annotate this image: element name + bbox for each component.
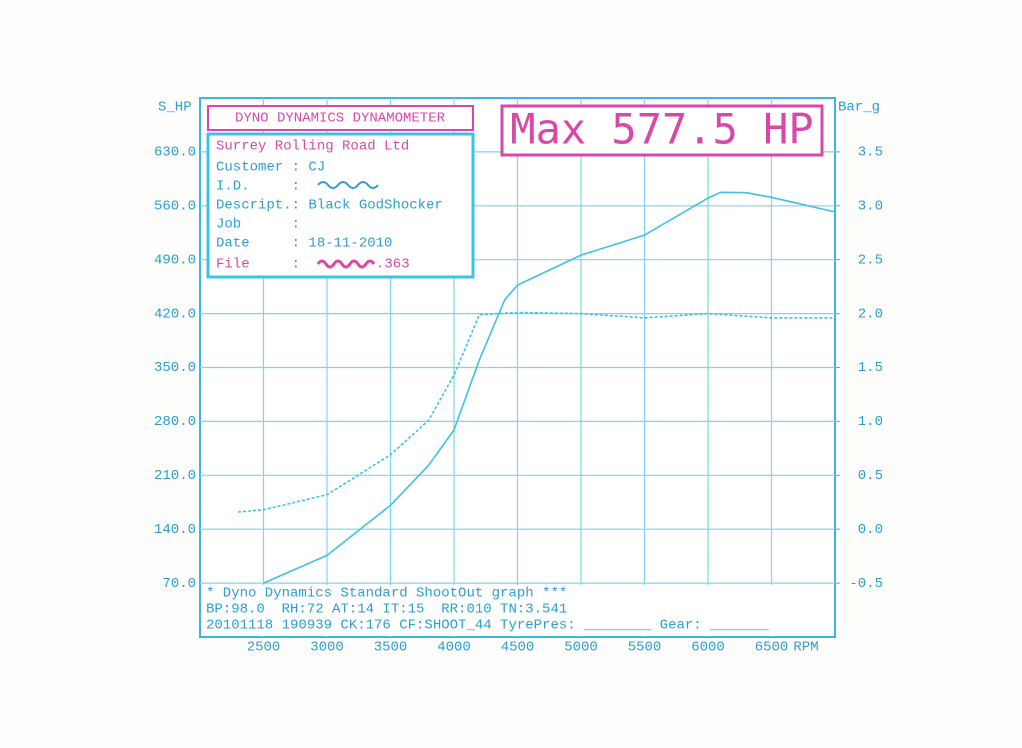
file-label: File :	[216, 257, 300, 273]
y-axis-title: S_HP	[158, 100, 192, 116]
x-tick-label: 2500	[247, 640, 281, 656]
header: DYNO DYNAMICS DYNAMOMETER	[235, 111, 446, 127]
info-row: Job :	[216, 217, 300, 233]
info-row: Customer : CJ	[216, 160, 325, 176]
y2-tick-label: -0.5	[849, 576, 883, 592]
info-rows: Customer : CJ I.D. : Descript.: Black GodS…	[216, 160, 443, 252]
info-row: Descript.: Black GodShocker	[216, 198, 443, 214]
y2-axis-title: Bar_g	[838, 100, 880, 116]
max-box	[500, 104, 824, 157]
y2-tick-label: 3.0	[858, 199, 883, 215]
y-tick-label: 630.0	[154, 145, 196, 161]
footer-line: BP:98.0 RH:72 AT:14 IT:15 RR:010 TN:3.54…	[206, 602, 567, 618]
y2-tick-label: 2.5	[858, 252, 883, 268]
footer-line: * Dyno Dynamics Standard ShootOut graph …	[206, 586, 567, 602]
redacted-file	[316, 259, 376, 269]
y2-tick-label: 0.0	[858, 522, 883, 538]
y2-tick-label: 2.0	[858, 306, 883, 322]
x-tick-label: 4000	[437, 640, 471, 656]
series-line	[263, 191, 836, 584]
y2-tick-label: 1.0	[858, 414, 883, 430]
footer-box	[201, 585, 834, 636]
x-tick-label: 3000	[310, 640, 344, 656]
x-tick-label: 6500	[755, 640, 789, 656]
y-tick-label: 280.0	[154, 414, 196, 430]
redacted-id	[317, 181, 379, 189]
info-box	[206, 132, 475, 279]
max-power: Max 577.5 HP	[510, 105, 813, 154]
y2-tick-label: 0.5	[858, 468, 883, 484]
info-row: I.D. :	[216, 179, 300, 195]
x-axis-title: RPM	[793, 640, 818, 656]
axis-labels: S_HP Bar_g RPM 2500 3000 3500 4000 4500 5000 5…	[154, 100, 883, 656]
header-box	[207, 105, 474, 131]
x-tick-label: 3500	[374, 640, 408, 656]
y-tick-label: 420.0	[154, 306, 196, 322]
y-tick-label: 140.0	[154, 522, 196, 538]
x-tick-label: 5000	[564, 640, 598, 656]
footer: * Dyno Dynamics Standard ShootOut graph …	[206, 586, 769, 634]
y-tick-label: 490.0	[154, 252, 196, 268]
footer-line: 20101118 190939 CK:176 CF:SHOOT_44 TyreP…	[206, 618, 769, 634]
y-tick-label: 210.0	[154, 468, 196, 484]
file-ext: .363	[376, 257, 410, 273]
y-tick-label: 70.0	[162, 576, 196, 592]
info-row: Date : 18-11-2010	[216, 236, 392, 252]
y2-tick-label: 1.5	[858, 360, 883, 376]
series	[238, 191, 836, 584]
x-tick-label: 4500	[501, 640, 535, 656]
x-tick-label: 5500	[628, 640, 662, 656]
y-tick-label: 350.0	[154, 360, 196, 376]
company: Surrey Rolling Road Ltd	[216, 139, 409, 155]
y2-tick-label: 3.5	[858, 145, 883, 161]
y-tick-label: 560.0	[154, 199, 196, 215]
x-tick-label: 6000	[691, 640, 725, 656]
series-line	[238, 311, 835, 513]
